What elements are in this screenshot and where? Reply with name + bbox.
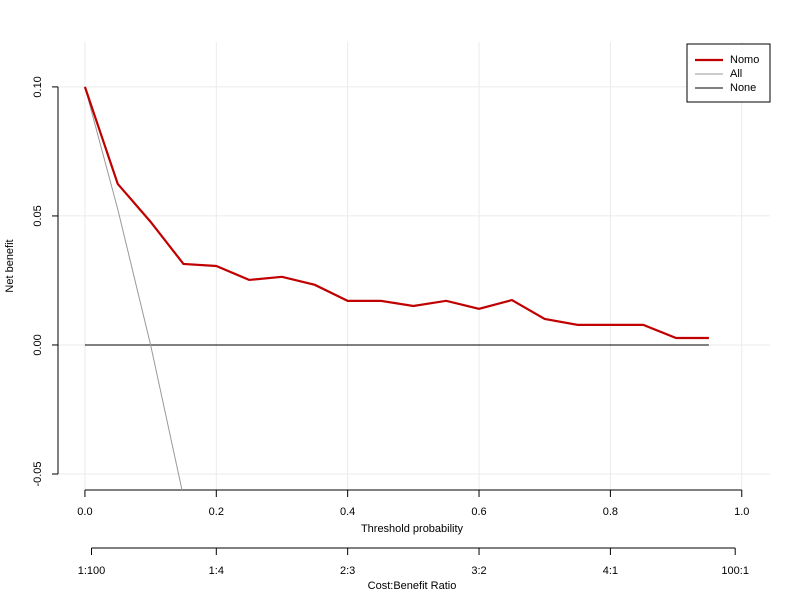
- x2-axis-title: Cost:Benefit Ratio: [368, 580, 457, 592]
- y-tick-label: 0.10: [32, 76, 44, 97]
- legend-box: [686, 43, 771, 103]
- legend-label: None: [730, 82, 756, 94]
- x2-tick-label: 1:4: [209, 565, 224, 577]
- x-axis-title: Threshold probability: [361, 523, 464, 535]
- x2-tick-label: 3:2: [471, 565, 486, 577]
- x2-tick-label: 2:3: [340, 565, 355, 577]
- x-tick-label: 0.2: [209, 506, 224, 518]
- series-line: [83, 86, 709, 340]
- y-axis-title: Net benefit: [4, 239, 16, 292]
- x2-tick-label: 1:100: [78, 565, 106, 577]
- x2-tick-label: 4:1: [603, 565, 618, 577]
- x-tick-label: 0.0: [77, 506, 92, 518]
- x-tick-label: 0.6: [471, 506, 486, 518]
- plot-area: [83, 86, 709, 490]
- x2-tick-label: 100:1: [721, 565, 749, 577]
- legend-label: Nomo: [730, 54, 759, 66]
- y-tick-label: 0.00: [32, 334, 44, 355]
- series-line: [84, 86, 183, 490]
- x-tick-label: 0.8: [603, 506, 618, 518]
- x-tick-label: 0.4: [340, 506, 355, 518]
- x-tick-label: 1.0: [734, 506, 749, 518]
- legend-label: All: [730, 68, 742, 80]
- y-tick-label: 0.05: [32, 205, 44, 226]
- y-tick-label: -0.05: [32, 461, 44, 486]
